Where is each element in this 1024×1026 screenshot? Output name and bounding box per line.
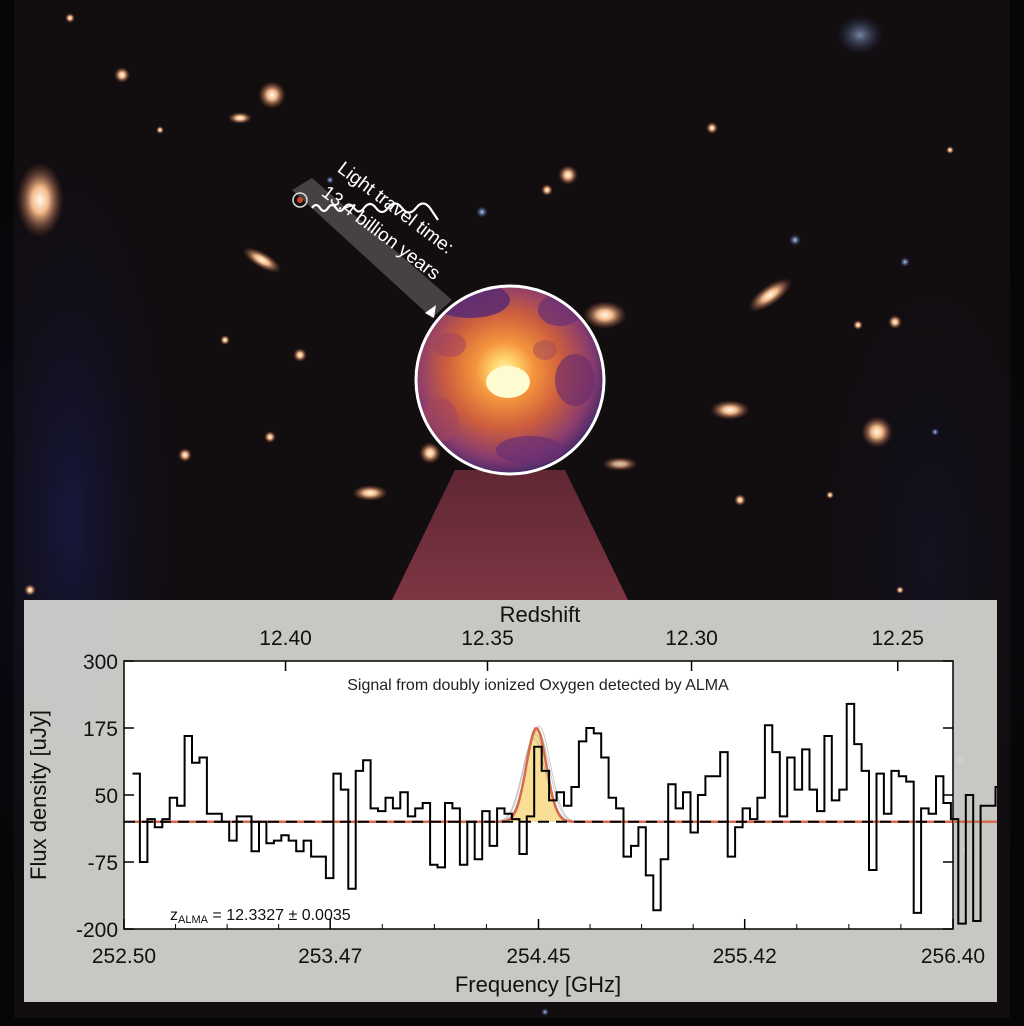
top-tick-label: 12.40 xyxy=(259,627,312,650)
y-tick-label: 175 xyxy=(83,718,118,741)
galaxy-field xyxy=(16,13,969,1016)
y-axis-title: Flux density [uJy] xyxy=(26,710,51,880)
spectrum-chart: 252.50 253.47 254.45 255.42 256.40 300 175 50 -7… xyxy=(26,602,997,997)
beam-cone xyxy=(392,470,628,600)
light-wave-arrow xyxy=(311,202,439,221)
x-tick-label: 254.45 xyxy=(506,945,570,968)
x-axis-title: Frequency [GHz] xyxy=(455,972,621,997)
alma-detection-inset xyxy=(414,284,606,476)
x-tick-label: 256.40 xyxy=(921,945,985,968)
x-tick-label: 253.47 xyxy=(298,945,362,968)
chart-title: Signal from doubly ionized Oxygen detect… xyxy=(347,677,729,694)
top-axis-title: Redshift xyxy=(500,602,581,627)
top-tick-label: 12.35 xyxy=(461,627,514,650)
redshift-annotation: zALMA = 12.3327 ± 0.0035 xyxy=(170,907,351,926)
spectrum-panel: 252.50 253.47 254.45 255.42 256.40 300 175 50 -7… xyxy=(24,600,997,1002)
flux-step-series xyxy=(132,702,997,925)
top-tick-label: 12.25 xyxy=(871,627,924,650)
y-tick-label: 50 xyxy=(95,785,118,808)
x-tick-label: 255.42 xyxy=(713,945,777,968)
redshift-annotation-sub: ALMA xyxy=(178,914,209,926)
x-tick-label: 252.50 xyxy=(92,945,156,968)
line-fill-area xyxy=(496,728,577,822)
y-tick-label: 300 xyxy=(83,651,118,674)
galaxy-marker-icon xyxy=(292,192,308,208)
top-tick-label: 12.30 xyxy=(665,627,718,650)
light-path-band xyxy=(292,178,452,318)
y-tick-label: -75 xyxy=(88,852,118,875)
fit-sample-curve xyxy=(495,733,576,822)
y-tick-label: -200 xyxy=(76,919,118,942)
redshift-annotation-value: = 12.3327 ± 0.0035 xyxy=(208,907,351,924)
